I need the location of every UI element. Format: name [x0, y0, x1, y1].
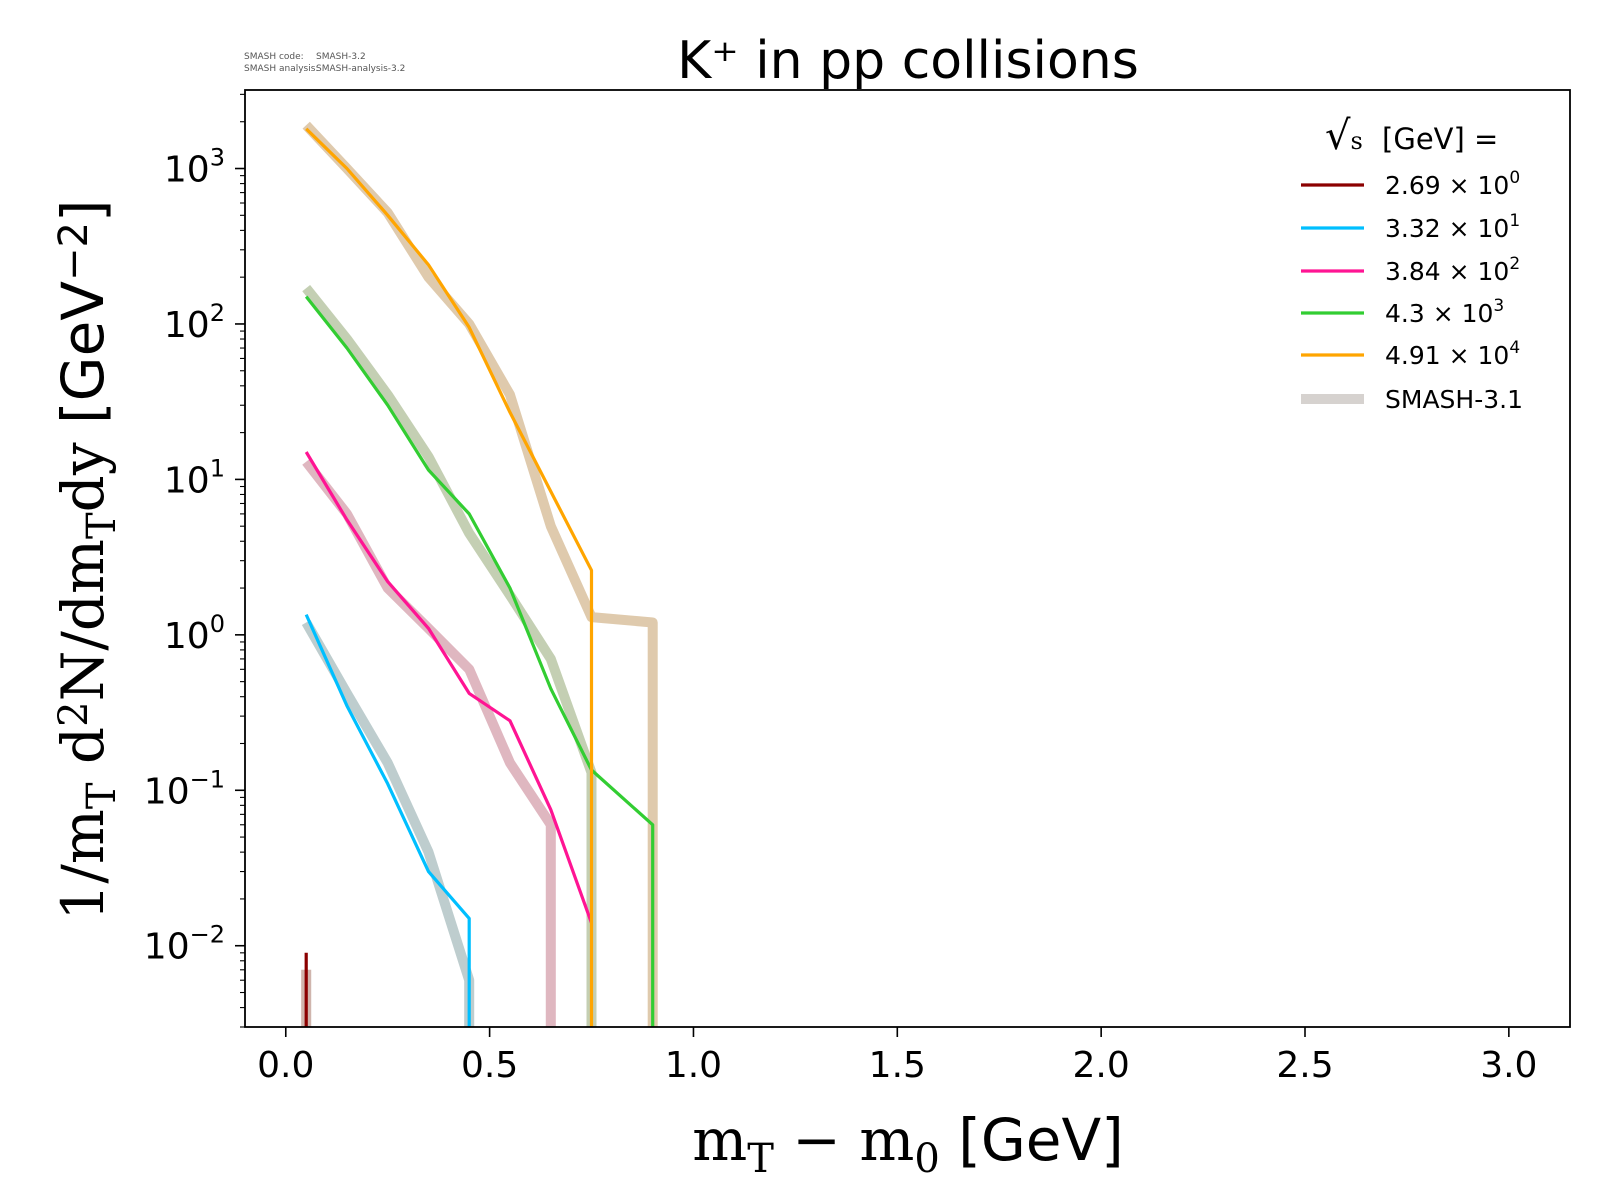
x-tick-label: 3.0 [1480, 1045, 1537, 1086]
y-tick-label: 103 [164, 144, 225, 191]
legend-entry-reference: SMASH-3.1 [1385, 385, 1523, 414]
smash-code-label: SMASH code: [244, 52, 304, 62]
header-meta: SMASH code: SMASH-3.2 SMASH analysis: SM… [244, 52, 405, 74]
series-line [304, 295, 655, 1027]
legend-entry: 3.84 × 102 [1385, 254, 1520, 286]
legend-title: √s [GeV] = [1325, 113, 1498, 159]
reference-band-line [302, 458, 556, 1027]
legend-entry: 2.69 × 100 [1385, 168, 1520, 200]
reference-band-line [301, 620, 475, 1027]
smash-analysis-value: SMASH-analysis-3.2 [316, 64, 405, 74]
x-axis-label: mT − m0 [GeV] [692, 1106, 1124, 1182]
legend: √s [GeV] = 2.69 × 100 3.32 × 101 3.84 × 102… [1301, 113, 1523, 414]
legend-entry: 3.32 × 101 [1385, 211, 1520, 243]
smash-analysis-label: SMASH analysis: [244, 64, 318, 74]
series-line [304, 613, 471, 1027]
smash-code-value: SMASH-3.2 [316, 52, 366, 62]
y-tick-label: 101 [164, 454, 225, 501]
series-line [304, 451, 594, 924]
reference-line [302, 284, 597, 1027]
x-tick-label: 2.0 [1073, 1045, 1130, 1086]
x-tick-label: 0.0 [257, 1045, 314, 1086]
y-axis-label: 1/mT d2N/dmTdy [GeV−2] [49, 199, 125, 920]
plot-series [301, 121, 658, 1027]
x-tick-label: 2.5 [1276, 1045, 1333, 1086]
axis-ticks: 0.0 0.5 1.0 1.5 2.0 2.5 3.0 10−2 10−1 100 101 102 10… [144, 93, 1537, 1086]
reference-line [302, 121, 658, 1027]
y-tick-label: 10−1 [144, 765, 225, 812]
legend-entry: 4.3 × 103 [1385, 296, 1504, 328]
y-tick-label: 102 [164, 299, 225, 346]
series-line [305, 127, 594, 1027]
reference-line [302, 458, 556, 1027]
reference-band-line [302, 284, 597, 1027]
y-tick-label: 100 [164, 610, 225, 657]
x-tick-label: 0.5 [461, 1045, 518, 1086]
chart-title: K⁺ in pp collisions [677, 31, 1139, 91]
y-tick-label: 10−2 [144, 921, 225, 968]
reference-line [301, 620, 475, 1027]
legend-entry: 4.91 × 104 [1385, 338, 1520, 370]
plot-frame [244, 89, 1571, 1028]
x-tick-label: 1.5 [869, 1045, 926, 1086]
x-tick-label: 1.0 [665, 1045, 722, 1086]
